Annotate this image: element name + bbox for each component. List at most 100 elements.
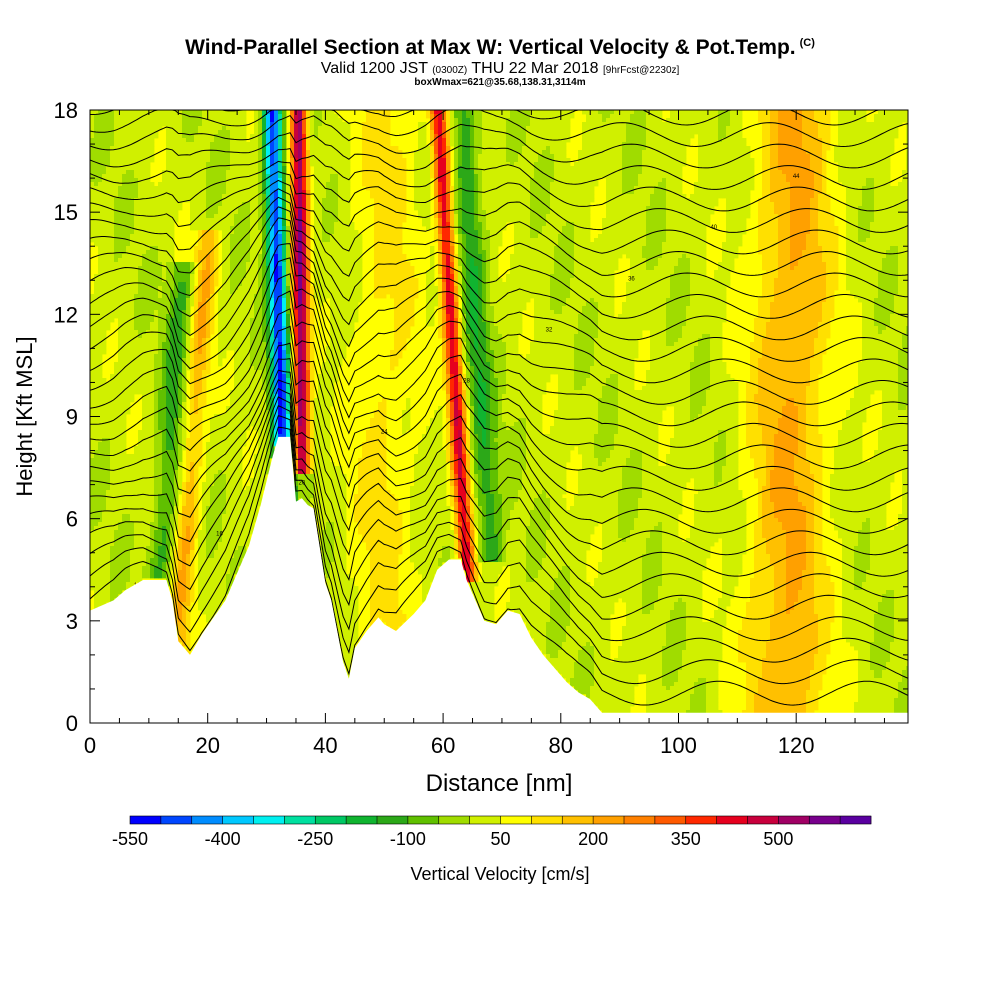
field-cell	[106, 594, 111, 599]
field-cell	[246, 526, 251, 531]
field-cell	[210, 242, 215, 247]
field-cell	[218, 594, 223, 599]
field-cell	[134, 134, 139, 139]
field-cell	[238, 386, 243, 391]
field-cell	[174, 466, 179, 471]
field-cell	[254, 342, 259, 347]
field-cell	[226, 310, 231, 315]
field-cell	[170, 122, 175, 127]
field-cell	[206, 134, 211, 139]
field-cell	[114, 262, 119, 267]
field-cell	[226, 466, 231, 471]
field-cell	[102, 206, 107, 211]
field-cell	[134, 202, 139, 207]
field-cell	[106, 134, 111, 139]
field-cell	[90, 162, 95, 167]
field-cell	[106, 566, 111, 571]
field-cell	[114, 226, 119, 231]
field-cell	[206, 246, 211, 251]
field-cell	[106, 266, 111, 271]
field-cell	[186, 290, 191, 295]
field-cell	[226, 462, 231, 467]
field-cell	[258, 430, 263, 435]
field-cell	[270, 126, 275, 131]
field-cell	[270, 262, 275, 267]
field-cell	[182, 498, 187, 503]
field-cell	[130, 558, 135, 563]
field-cell	[254, 242, 259, 247]
field-cell	[122, 162, 127, 167]
field-cell	[214, 438, 219, 443]
field-cell	[110, 586, 115, 591]
field-cell	[210, 470, 215, 475]
field-cell	[266, 394, 271, 399]
field-cell	[146, 154, 151, 159]
field-cell	[106, 450, 111, 455]
field-cell	[154, 122, 159, 127]
field-cell	[102, 526, 107, 531]
field-cell	[182, 186, 187, 191]
field-cell	[110, 302, 115, 307]
field-cell	[166, 470, 171, 475]
field-cell	[234, 374, 239, 379]
field-cell	[114, 550, 119, 555]
field-cell	[134, 178, 139, 183]
field-cell	[186, 270, 191, 275]
field-cell	[210, 538, 215, 543]
field-cell	[206, 522, 211, 527]
field-cell	[178, 342, 183, 347]
field-cell	[206, 330, 211, 335]
field-cell	[94, 542, 99, 547]
field-cell	[258, 134, 263, 139]
field-cell	[174, 306, 179, 311]
field-cell	[106, 198, 111, 203]
field-cell	[218, 354, 223, 359]
field-cell	[162, 522, 167, 527]
field-cell	[186, 138, 191, 143]
field-cell	[122, 398, 127, 403]
field-cell	[122, 206, 127, 211]
field-cell	[250, 214, 255, 219]
field-cell	[154, 526, 159, 531]
field-cell	[262, 398, 267, 403]
field-cell	[186, 266, 191, 271]
field-cell	[190, 118, 195, 123]
field-cell	[234, 398, 239, 403]
field-cell	[110, 550, 115, 555]
field-cell	[162, 122, 167, 127]
field-cell	[202, 194, 207, 199]
subtitle-valid: Valid 1200 JST	[321, 60, 428, 77]
field-cell	[186, 578, 191, 583]
field-cell	[234, 282, 239, 287]
field-cell	[194, 318, 199, 323]
field-cell	[174, 158, 179, 163]
field-cell	[194, 334, 199, 339]
field-cell	[102, 126, 107, 131]
field-cell	[178, 574, 183, 579]
field-cell	[274, 142, 279, 147]
field-cell	[238, 466, 243, 471]
field-cell	[234, 230, 239, 235]
field-cell	[130, 214, 135, 219]
field-cell	[94, 578, 99, 583]
field-cell	[102, 166, 107, 171]
field-cell	[178, 418, 183, 423]
field-cell	[134, 302, 139, 307]
field-cell	[106, 514, 111, 519]
field-cell	[222, 490, 227, 495]
field-cell	[178, 374, 183, 379]
field-cell	[254, 394, 259, 399]
field-cell	[206, 266, 211, 271]
field-cell	[106, 306, 111, 311]
field-cell	[130, 230, 135, 235]
field-cell	[114, 454, 119, 459]
field-cell	[146, 150, 151, 155]
field-cell	[238, 286, 243, 291]
field-cell	[174, 390, 179, 395]
field-cell	[202, 498, 207, 503]
field-cell	[166, 462, 171, 467]
field-cell	[146, 562, 151, 567]
field-cell	[202, 110, 207, 115]
field-cell	[154, 354, 159, 359]
field-cell	[178, 146, 183, 151]
